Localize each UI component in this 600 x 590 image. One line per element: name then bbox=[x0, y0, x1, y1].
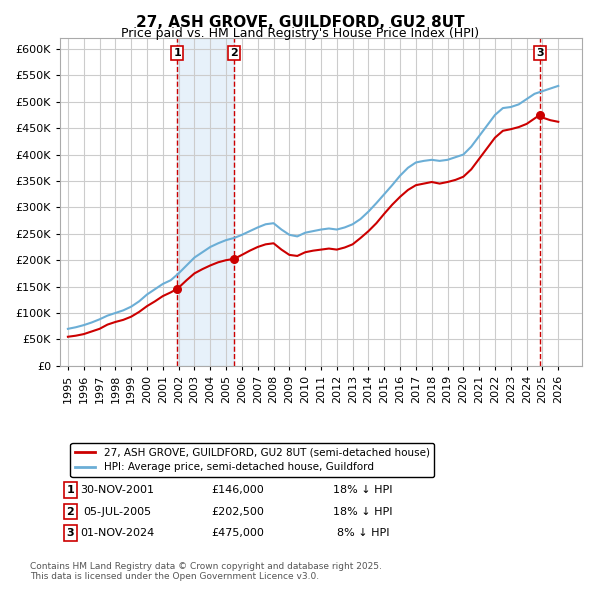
Bar bbox=[178, 38, 234, 366]
Text: 01-NOV-2024: 01-NOV-2024 bbox=[80, 528, 155, 538]
Text: 8% ↓ HPI: 8% ↓ HPI bbox=[337, 528, 389, 538]
Text: 3: 3 bbox=[67, 528, 74, 538]
Text: 05-JUL-2005: 05-JUL-2005 bbox=[83, 507, 151, 516]
Point bbox=[173, 284, 182, 293]
Text: Contains HM Land Registry data © Crown copyright and database right 2025.
This d: Contains HM Land Registry data © Crown c… bbox=[30, 562, 382, 581]
Text: 3: 3 bbox=[536, 48, 544, 58]
Text: 2: 2 bbox=[67, 507, 74, 516]
Text: 1: 1 bbox=[67, 485, 74, 495]
Text: 27, ASH GROVE, GUILDFORD, GU2 8UT: 27, ASH GROVE, GUILDFORD, GU2 8UT bbox=[136, 15, 464, 30]
Text: 18% ↓ HPI: 18% ↓ HPI bbox=[333, 485, 392, 495]
Text: £146,000: £146,000 bbox=[211, 485, 264, 495]
Text: 2: 2 bbox=[230, 48, 238, 58]
Text: 30-NOV-2001: 30-NOV-2001 bbox=[80, 485, 154, 495]
Text: £475,000: £475,000 bbox=[211, 528, 264, 538]
Text: 18% ↓ HPI: 18% ↓ HPI bbox=[333, 507, 392, 516]
Text: £202,500: £202,500 bbox=[211, 507, 264, 516]
Legend: 27, ASH GROVE, GUILDFORD, GU2 8UT (semi-detached house), HPI: Average price, sem: 27, ASH GROVE, GUILDFORD, GU2 8UT (semi-… bbox=[70, 443, 434, 477]
Point bbox=[229, 254, 239, 264]
Text: 1: 1 bbox=[173, 48, 181, 58]
Point bbox=[535, 110, 545, 120]
Text: Price paid vs. HM Land Registry's House Price Index (HPI): Price paid vs. HM Land Registry's House … bbox=[121, 27, 479, 40]
